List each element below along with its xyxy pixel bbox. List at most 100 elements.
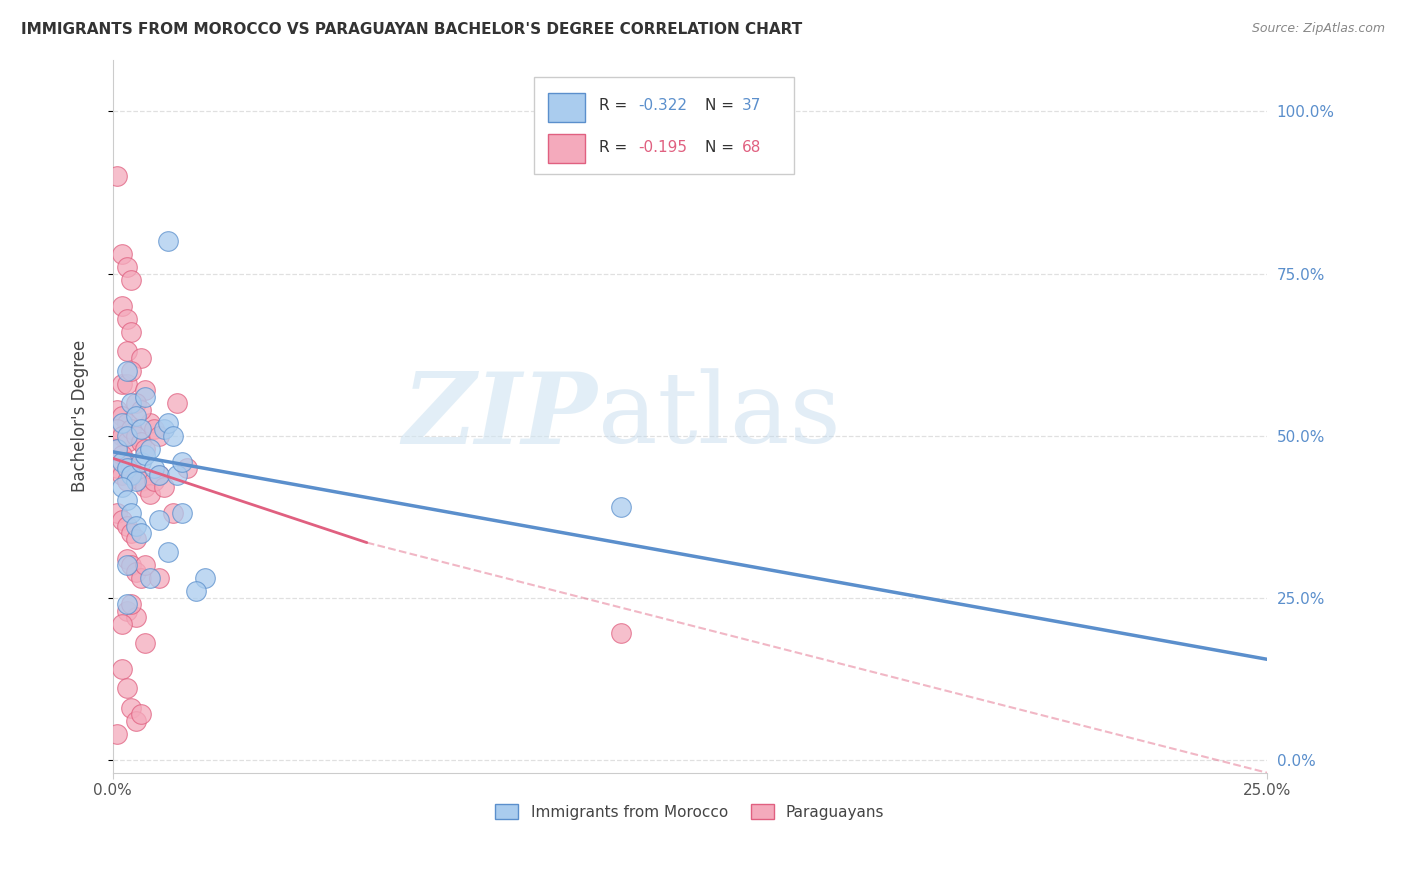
Point	[107, 507, 129, 521]
Point	[129, 351, 152, 365]
Text: ZIP: ZIP	[402, 368, 598, 465]
Point	[120, 597, 142, 611]
Point	[120, 701, 142, 715]
Point	[157, 545, 180, 559]
Point	[139, 442, 162, 456]
Point	[129, 707, 152, 722]
Point	[115, 474, 138, 488]
Point	[148, 513, 170, 527]
Point	[107, 727, 129, 741]
Point	[115, 551, 138, 566]
Point	[107, 169, 129, 184]
Point	[134, 448, 156, 462]
Point	[115, 376, 138, 391]
Legend: Immigrants from Morocco, Paraguayans: Immigrants from Morocco, Paraguayans	[489, 797, 890, 826]
Point	[120, 558, 142, 573]
Point	[125, 610, 148, 624]
Point	[120, 525, 142, 540]
Point	[120, 461, 142, 475]
Point	[134, 442, 156, 456]
Text: -0.195: -0.195	[638, 140, 688, 155]
Text: -0.322: -0.322	[638, 98, 688, 113]
Point	[115, 558, 138, 573]
FancyBboxPatch shape	[548, 93, 585, 121]
Point	[115, 364, 138, 378]
Point	[111, 409, 134, 424]
Point	[115, 312, 138, 326]
Point	[125, 533, 148, 547]
Point	[139, 571, 162, 585]
Point	[148, 571, 170, 585]
Point	[111, 616, 134, 631]
Point	[166, 467, 188, 482]
Point	[125, 519, 148, 533]
Point	[143, 461, 166, 475]
Point	[143, 474, 166, 488]
Text: 68: 68	[742, 140, 761, 155]
Text: N =: N =	[704, 98, 738, 113]
Point	[134, 390, 156, 404]
Point	[111, 247, 134, 261]
Point	[111, 299, 134, 313]
Point	[120, 467, 142, 482]
Point	[125, 428, 148, 442]
Point	[609, 626, 631, 640]
Point	[129, 402, 152, 417]
Point	[184, 584, 207, 599]
Text: atlas: atlas	[598, 368, 841, 464]
Point	[120, 422, 142, 436]
Point	[115, 597, 138, 611]
Point	[120, 507, 142, 521]
Point	[115, 461, 138, 475]
Point	[115, 416, 138, 430]
Point	[111, 481, 134, 495]
Point	[172, 454, 194, 468]
Point	[111, 467, 134, 482]
Point	[129, 454, 152, 468]
Point	[166, 396, 188, 410]
Point	[125, 467, 148, 482]
Text: R =: R =	[599, 98, 631, 113]
Point	[139, 487, 162, 501]
Point	[129, 474, 152, 488]
Text: IMMIGRANTS FROM MOROCCO VS PARAGUAYAN BACHELOR'S DEGREE CORRELATION CHART: IMMIGRANTS FROM MOROCCO VS PARAGUAYAN BA…	[21, 22, 803, 37]
Point	[139, 416, 162, 430]
Point	[111, 454, 134, 468]
Point	[157, 234, 180, 248]
Point	[111, 376, 134, 391]
Point	[125, 409, 148, 424]
Point	[148, 467, 170, 482]
Text: N =: N =	[704, 140, 738, 155]
Point	[107, 422, 129, 436]
Point	[129, 435, 152, 450]
Text: Source: ZipAtlas.com: Source: ZipAtlas.com	[1251, 22, 1385, 36]
Point	[162, 507, 184, 521]
Point	[107, 402, 129, 417]
Text: 37: 37	[742, 98, 761, 113]
Point	[125, 396, 148, 410]
Point	[111, 448, 134, 462]
Point	[143, 422, 166, 436]
Point	[134, 636, 156, 650]
Point	[111, 662, 134, 676]
Point	[115, 604, 138, 618]
Point	[107, 442, 129, 456]
FancyBboxPatch shape	[534, 78, 794, 174]
Point	[115, 681, 138, 696]
Point	[176, 461, 198, 475]
Point	[120, 396, 142, 410]
Point	[115, 435, 138, 450]
Point	[134, 481, 156, 495]
Point	[134, 383, 156, 397]
Point	[107, 461, 129, 475]
Point	[111, 428, 134, 442]
Point	[115, 519, 138, 533]
Point	[152, 422, 174, 436]
FancyBboxPatch shape	[548, 135, 585, 163]
Point	[134, 558, 156, 573]
Point	[194, 571, 217, 585]
Point	[152, 481, 174, 495]
Point	[129, 525, 152, 540]
Point	[120, 273, 142, 287]
Point	[115, 454, 138, 468]
